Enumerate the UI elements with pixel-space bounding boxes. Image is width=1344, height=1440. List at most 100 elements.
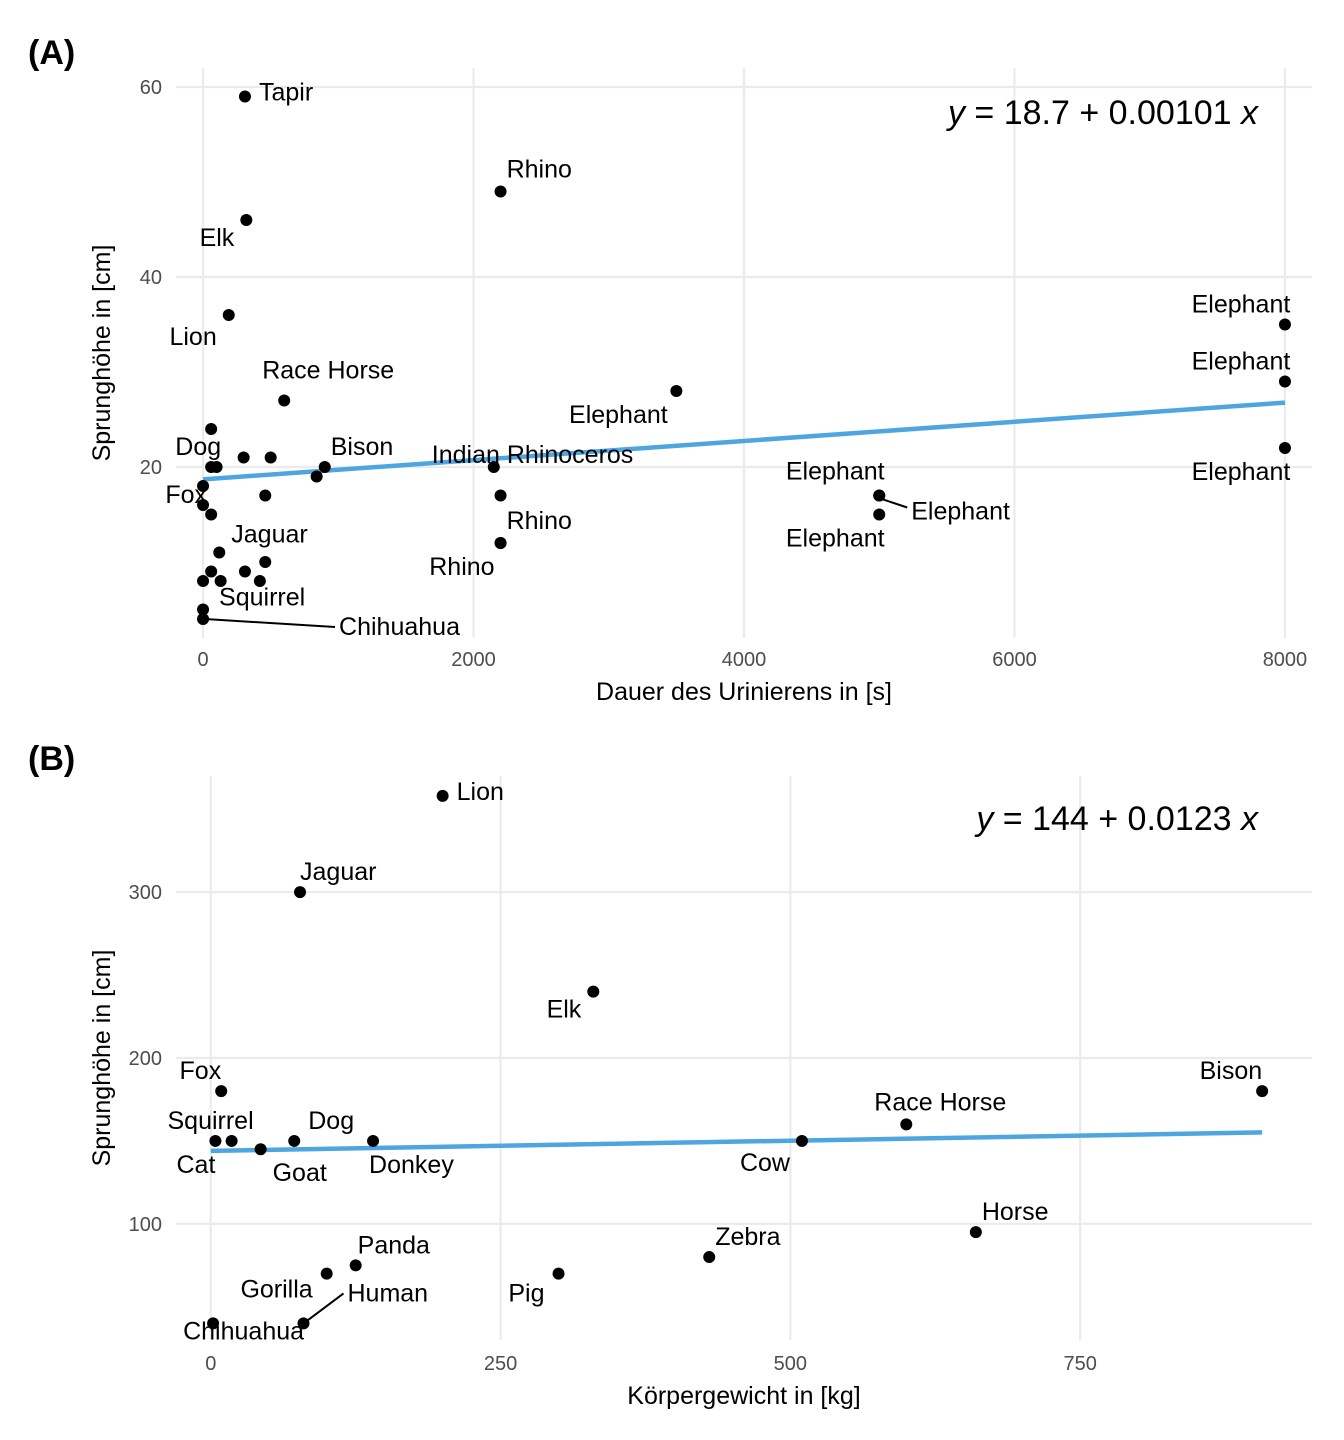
point-label: Pig — [508, 1280, 544, 1308]
point-label: Horse — [982, 1198, 1049, 1226]
data-point — [552, 1267, 565, 1280]
data-point — [215, 1085, 228, 1098]
y-tick-label: 20 — [140, 457, 162, 479]
point-label: Rhino — [507, 156, 572, 184]
label-leader-line — [882, 498, 908, 509]
x-tick-label: 2000 — [451, 649, 496, 671]
equation-body: = 18.7 + 0.00101 — [965, 94, 1241, 132]
y-tick-label: 100 — [129, 1214, 162, 1236]
x-tick-label: 250 — [484, 1353, 517, 1375]
point-label: Race Horse — [874, 1088, 1006, 1116]
equation-x: x — [1239, 800, 1259, 838]
data-point — [207, 1317, 220, 1330]
data-point — [259, 556, 272, 568]
data-point — [197, 575, 210, 587]
equation-x: x — [1239, 94, 1259, 132]
x-tick-label: 0 — [205, 1353, 216, 1375]
point-label: Chihuahua — [339, 613, 460, 641]
point-label: Elephant — [786, 525, 885, 553]
data-point — [197, 499, 210, 511]
data-point — [213, 546, 226, 559]
data-point — [1256, 1085, 1269, 1098]
point-label: Rhino — [507, 507, 572, 535]
data-point — [320, 1267, 333, 1280]
data-point — [703, 1251, 716, 1264]
x-tick-label: 0 — [197, 649, 208, 671]
y-tick-label: 200 — [129, 1048, 162, 1070]
point-label: Elephant — [1192, 291, 1291, 319]
panel-a: 0 2000 4000 6000 8000 20 40 60 Dauer des Urinier… — [28, 34, 1312, 706]
regression-line — [210, 1130, 1263, 1154]
data-point — [225, 1134, 238, 1147]
point-label: Bison — [331, 433, 394, 461]
point-label: Cow — [740, 1149, 791, 1177]
equation-body: = 144 + 0.0123 — [993, 800, 1241, 838]
equation-y: y — [974, 800, 995, 838]
data-point — [349, 1259, 362, 1272]
data-point — [222, 309, 235, 321]
point-label: Squirrel — [167, 1107, 253, 1135]
data-point — [205, 423, 218, 435]
panel-tag: (A) — [28, 34, 75, 72]
point-label: Lion — [457, 778, 504, 806]
point-label: Lion — [169, 323, 216, 351]
data-point — [1278, 442, 1291, 454]
regression-equation: y = 18.7 + 0.00101 x — [946, 94, 1259, 132]
regression-line — [202, 400, 1286, 482]
data-point — [436, 789, 449, 802]
x-tick-label: 4000 — [722, 649, 767, 671]
data-point — [1278, 375, 1291, 388]
point-label: Goat — [273, 1159, 327, 1187]
point-label: Donkey — [369, 1151, 454, 1179]
data-point — [494, 489, 507, 502]
point-label: Elk — [200, 224, 235, 252]
point-label: Chihuahua — [183, 1317, 304, 1345]
data-point — [240, 214, 253, 226]
point-label: Elephant — [911, 498, 1010, 526]
point-label: Dog — [175, 433, 221, 461]
point-label: Dog — [308, 1107, 354, 1135]
data-point — [238, 565, 251, 578]
point-label: Elephant — [786, 458, 885, 486]
point-label: Elk — [547, 996, 582, 1024]
data-point — [209, 1134, 222, 1147]
x-tick-label: 500 — [774, 1353, 807, 1375]
data-point — [238, 90, 251, 103]
point-label: Gorilla — [240, 1276, 312, 1304]
data-point — [205, 508, 218, 521]
data-point — [288, 1134, 301, 1147]
data-point — [278, 394, 291, 407]
point-label: Elephant — [1192, 458, 1291, 486]
point-label: Fox — [180, 1057, 222, 1085]
data-point — [587, 985, 600, 998]
data-point — [237, 451, 250, 464]
y-axis-label: Sprunghöhe in [cm] — [88, 245, 116, 462]
data-point — [310, 470, 323, 483]
y-tick-label: 60 — [140, 77, 162, 99]
data-point — [197, 613, 210, 625]
data-point — [670, 385, 683, 397]
data-point — [494, 185, 507, 198]
y-tick-label: 300 — [129, 882, 162, 904]
data-point — [253, 575, 266, 587]
equation-y: y — [946, 94, 967, 132]
data-point — [795, 1134, 808, 1147]
panel-b: 0 250 500 750 100 200 300 Körpergewicht in [kg]… — [28, 740, 1312, 1410]
point-label: Bison — [1200, 1057, 1263, 1085]
point-label: Tapir — [259, 79, 313, 107]
data-point — [900, 1118, 913, 1131]
data-point — [214, 575, 227, 587]
point-label: Cat — [177, 1151, 216, 1179]
x-axis-label: Dauer des Urinierens in [s] — [596, 678, 892, 706]
data-point — [210, 461, 223, 473]
data-point — [367, 1134, 380, 1147]
data-point — [197, 480, 210, 492]
data-point — [873, 508, 886, 521]
x-tick-label: 750 — [1063, 1353, 1096, 1375]
data-point — [318, 461, 331, 473]
point-label: Rhino — [429, 553, 494, 581]
data-point — [487, 461, 500, 473]
data-point — [259, 489, 272, 502]
data-point — [1278, 318, 1291, 331]
